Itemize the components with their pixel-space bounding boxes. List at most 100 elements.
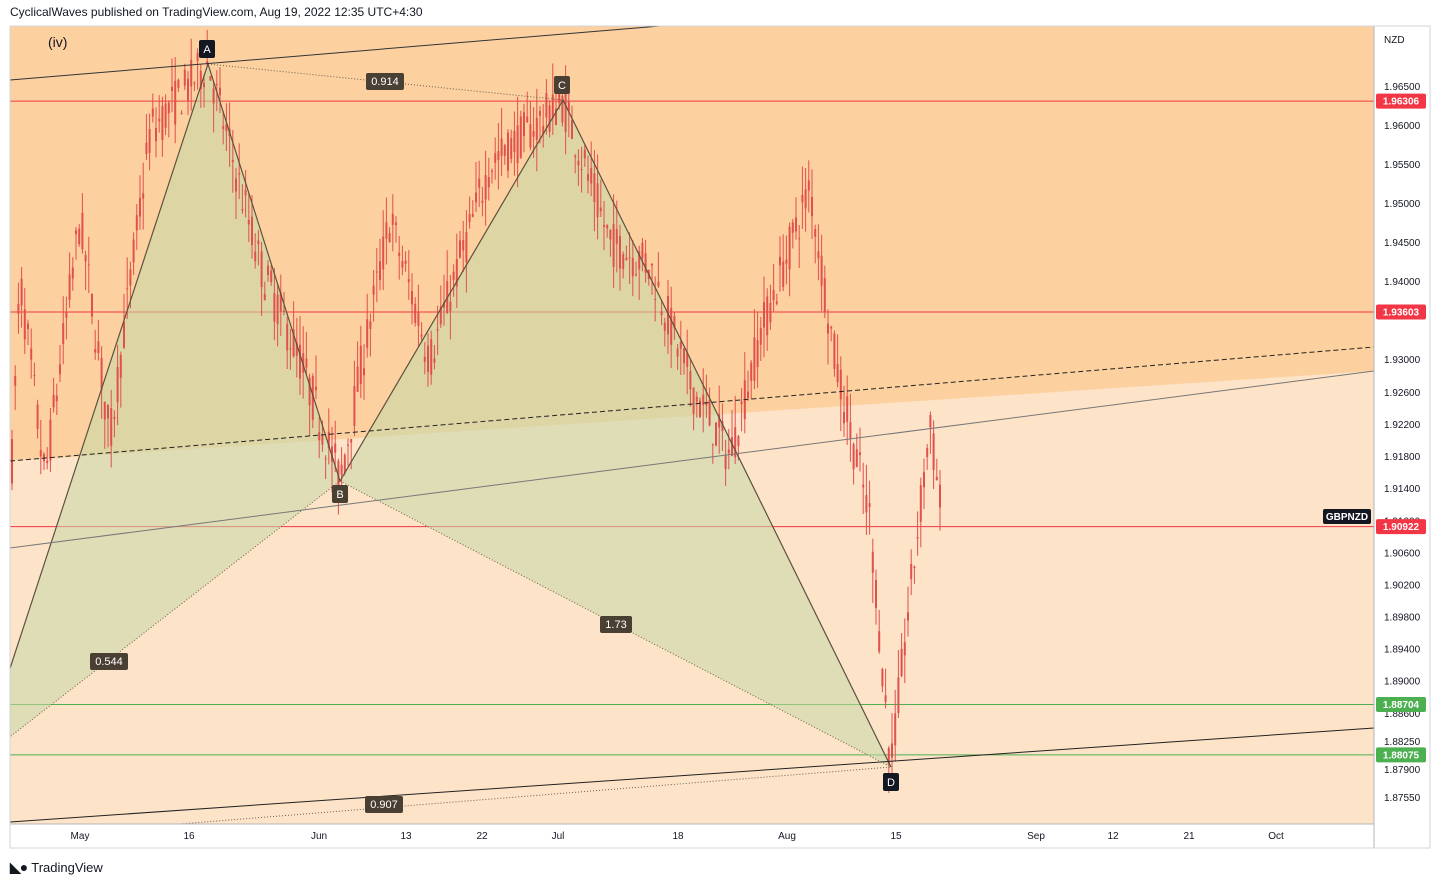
candle-body (113, 416, 116, 420)
candle-body (295, 342, 298, 356)
candle-body (574, 155, 577, 158)
candle-body (807, 180, 810, 191)
candle-body (859, 452, 861, 456)
price-tag (1376, 519, 1426, 535)
candle-body (171, 86, 173, 92)
candle-body (785, 259, 788, 264)
candle-body (180, 112, 183, 115)
candle-body (267, 265, 269, 276)
candle-body (900, 648, 903, 676)
candle-body (366, 319, 369, 348)
candle-body (148, 129, 151, 153)
y-tick-label: 1.89400 (1384, 645, 1421, 656)
candle-body (81, 212, 84, 250)
candle-body (871, 551, 874, 573)
candle-body (14, 376, 17, 386)
candle-body (235, 178, 237, 192)
candle-body (356, 366, 359, 392)
candle-body (155, 128, 157, 142)
candle-body (439, 306, 442, 325)
candle-body (852, 444, 855, 470)
x-tick-label: 13 (400, 831, 412, 842)
price-tag (1376, 696, 1426, 712)
candle-body (679, 341, 682, 349)
price-axis[interactable]: 1.96500 1.96000 1.95500 1.95000 1.94500 1.940… (1384, 82, 1421, 804)
candle-body (907, 612, 909, 621)
candle-body (612, 224, 615, 267)
chart-background-upper-zone (10, 26, 1374, 461)
candle-body (887, 748, 890, 765)
candle-body (494, 153, 497, 163)
candle-body (289, 348, 292, 350)
candle-body (388, 233, 391, 243)
candle-body (225, 123, 228, 132)
candle-body (164, 103, 167, 128)
x-tick-label: Jun (311, 831, 327, 842)
candle-body (212, 88, 215, 104)
candle-body (254, 251, 257, 262)
price-tag-text: 1.93603 (1383, 307, 1420, 318)
time-axis[interactable]: May 16 Jun 13 22 Jul 18 Aug 15 Sep 12 21 Oct (71, 831, 1284, 842)
candle-body (459, 240, 461, 258)
candle-body (926, 448, 929, 458)
footer-branding[interactable]: ◣● TradingView (10, 856, 103, 878)
candle-body (919, 485, 922, 522)
candle-body (846, 396, 849, 422)
y-tick-label: 1.94500 (1384, 238, 1421, 249)
candle-body (423, 356, 426, 362)
footer-label: TradingView (31, 859, 103, 875)
candle-body (161, 106, 164, 140)
candle-body (625, 257, 628, 261)
candle-body (353, 386, 356, 426)
candle-body (577, 160, 580, 166)
candle-body (94, 349, 97, 353)
candle-body (87, 264, 90, 266)
candle-body (462, 240, 465, 251)
candle-body (827, 323, 829, 334)
candle-body (135, 215, 138, 231)
candle-body (763, 302, 765, 328)
candle-body (107, 404, 109, 419)
candle-body (55, 395, 58, 402)
symbol-tag: GBPNZD (1323, 509, 1371, 524)
candle-body (881, 669, 884, 687)
x-tick-label: 21 (1183, 831, 1195, 842)
y-tick-label: 1.93000 (1384, 355, 1421, 366)
dotted-x-d (173, 766, 892, 824)
candle-body (276, 294, 279, 324)
candle-body (20, 278, 23, 306)
candle-body (407, 279, 410, 283)
candle-body (46, 460, 49, 464)
candle-body (167, 102, 170, 114)
point-marker-d: D (883, 773, 899, 791)
pattern-triangle-bcd (340, 100, 891, 767)
candle-body (401, 261, 404, 268)
candle-body (340, 464, 343, 476)
candle-body (619, 235, 621, 269)
candle-body (78, 228, 81, 245)
candle-body (471, 213, 474, 217)
candle-body (324, 458, 327, 460)
wave-label: (iv) (48, 34, 67, 50)
point-label-b: B (336, 489, 343, 501)
candle-body (740, 401, 743, 405)
x-tick-label: 18 (672, 831, 684, 842)
candle-body (231, 159, 234, 163)
candle-body (158, 118, 161, 122)
price-tag (1376, 93, 1426, 109)
candle-body (708, 399, 711, 426)
candle-body (247, 220, 250, 225)
candle-body (311, 376, 314, 420)
candle-body (190, 59, 193, 87)
candle-body (491, 170, 493, 173)
candle-body (804, 189, 807, 209)
candle-body (292, 329, 295, 357)
candle-body (756, 340, 759, 368)
candle-body (564, 93, 567, 132)
y-tick-label: 1.88600 (1384, 709, 1421, 720)
candle-body (583, 149, 586, 159)
candle-body (791, 222, 794, 233)
candle-body (551, 94, 554, 118)
candle-body (59, 364, 61, 375)
